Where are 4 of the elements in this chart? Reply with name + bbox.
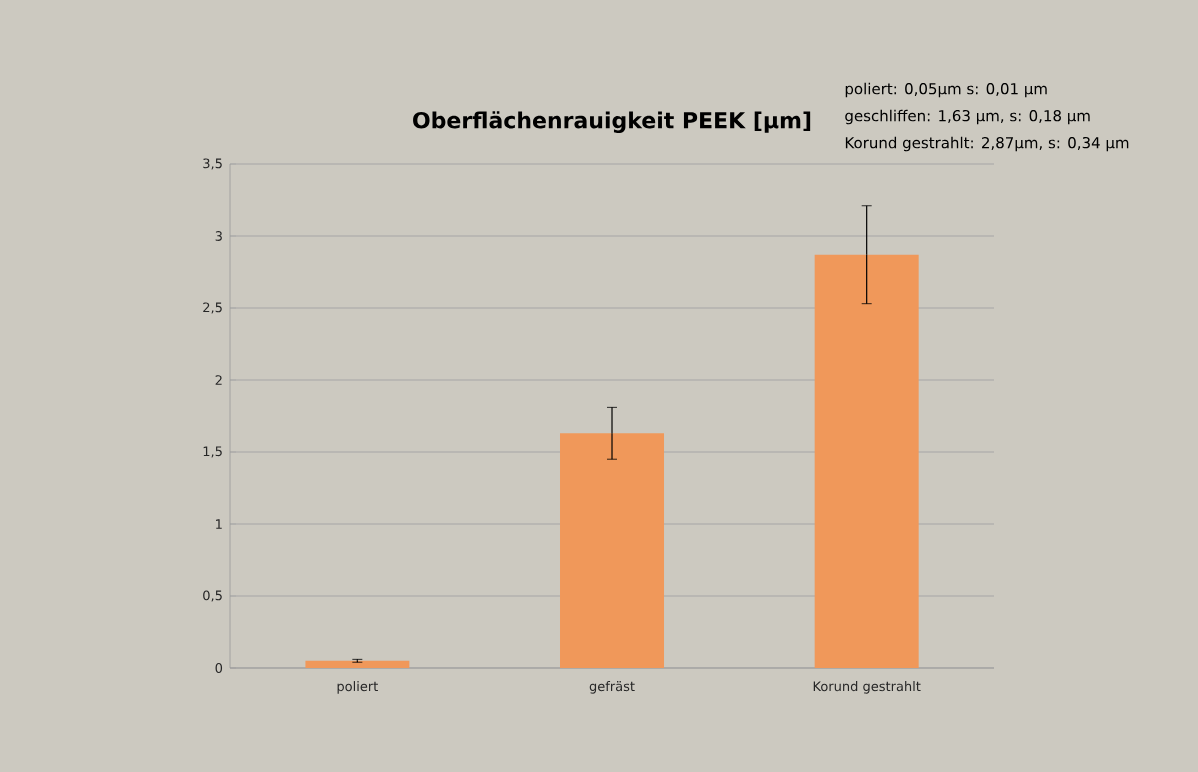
chart-title: Oberflächenrauigkeit PEEK [µm]: [413, 111, 811, 133]
bar: [814, 254, 919, 668]
bar: [560, 433, 665, 668]
bar: [305, 660, 410, 668]
